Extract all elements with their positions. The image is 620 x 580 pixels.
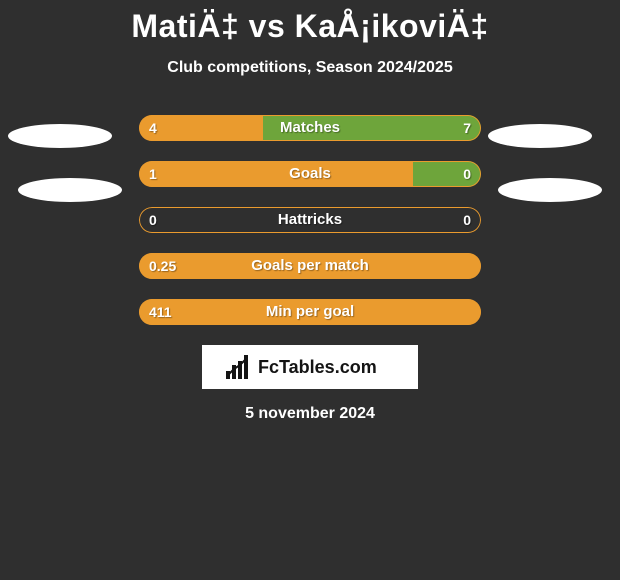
fctables-logo-icon: FcTables.com [220,351,400,383]
subtitle: Club competitions, Season 2024/2025 [0,59,620,77]
stat-value-right: 0 [463,161,471,187]
stat-row: 0.25Goals per match [139,253,481,279]
player-photo-placeholder [18,178,122,202]
stat-value-right: 0 [463,207,471,233]
stat-value-right: 7 [463,115,471,141]
player-photo-placeholder [498,178,602,202]
stat-bar-border [139,207,481,233]
stat-label: Hattricks [139,207,481,233]
stat-bar-left [139,161,413,187]
logo-text: FcTables.com [258,357,377,377]
date-label: 5 november 2024 [0,405,620,423]
stat-value-left: 0.25 [149,253,176,279]
comparison-widget: MatiÄ‡ vs KaÅ¡ikoviÄ‡ Club competitions,… [0,0,620,580]
stat-value-left: 411 [149,299,172,325]
stat-value-left: 4 [149,115,157,141]
stat-row: 0 0Hattricks [139,207,481,233]
page-title: MatiÄ‡ vs KaÅ¡ikoviÄ‡ [0,0,620,45]
stat-bar-right [263,115,481,141]
stat-row: 47Matches [139,115,481,141]
stat-value-left: 1 [149,161,157,187]
player-photo-placeholder [488,124,592,148]
stat-row: 411Min per goal [139,299,481,325]
stat-bar-left [139,299,481,325]
stat-bar-left [139,253,481,279]
player-photo-placeholder [8,124,112,148]
stat-bar-left [139,115,263,141]
source-logo[interactable]: FcTables.com [202,345,418,389]
stat-row: 10Goals [139,161,481,187]
stat-value-left: 0 [149,207,157,233]
